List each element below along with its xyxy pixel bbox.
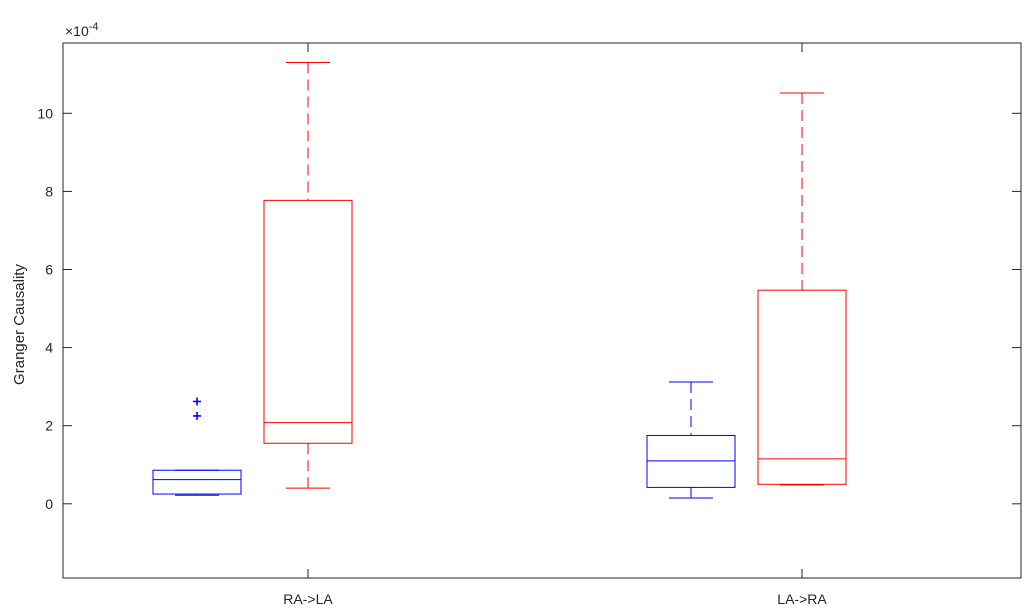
y-axis-exponent: ×10-4: [65, 21, 99, 39]
y-tick-label: 4: [45, 340, 53, 356]
y-tick-label: 0: [45, 496, 53, 512]
ticks-layer: 0 2 4 6 8 10 RA->LA LA->RA: [37, 43, 1021, 607]
box-RA->LA-1: [263, 62, 353, 489]
y-tick-label: 2: [45, 418, 53, 434]
boxes-layer: [152, 62, 847, 499]
axes-frame: [62, 42, 1022, 579]
box-LA->RA-1: [757, 92, 847, 486]
box-LA->RA-0: [646, 381, 736, 499]
y-axis-exponent-base: ×10: [65, 23, 89, 39]
iqr-box: [646, 434, 736, 488]
x-tick-label: LA->RA: [777, 591, 827, 607]
y-axis-exponent-power: -4: [89, 21, 99, 33]
x-tick-label: RA->LA: [283, 591, 333, 607]
iqr-box: [263, 199, 353, 444]
y-tick-label: 6: [45, 261, 53, 277]
outlier-point: [193, 397, 201, 406]
iqr-box: [152, 469, 242, 495]
y-tick-label: 10: [37, 105, 53, 121]
y-axis-label: Granger Causality: [11, 264, 28, 385]
outlier-point: [193, 411, 201, 420]
iqr-box: [757, 289, 847, 485]
y-tick-label: 8: [45, 183, 53, 199]
box-RA->LA-0: [152, 397, 242, 496]
